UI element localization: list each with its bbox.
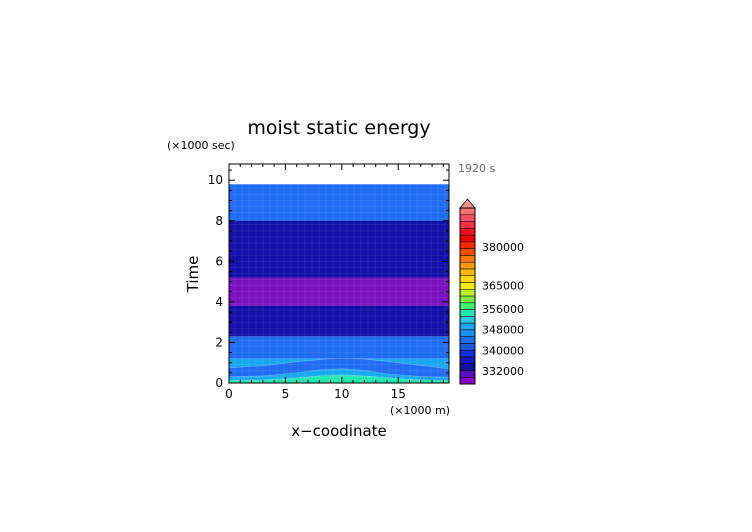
plot-frame bbox=[228, 163, 450, 384]
contour-band-4 bbox=[229, 336, 449, 359]
y-axis: 0 2 4 6 8 10 bbox=[208, 169, 449, 390]
colorbar-level-21 bbox=[459, 234, 476, 243]
y-tick-label: 0 bbox=[215, 376, 223, 390]
contour-band-0 bbox=[229, 184, 449, 221]
colorbar-level-9 bbox=[459, 316, 476, 324]
colorbar-level-25 bbox=[459, 207, 476, 216]
colorbar-level-24 bbox=[459, 214, 476, 222]
colorbar-label: 332000 bbox=[482, 365, 524, 378]
colorbar-level-15 bbox=[459, 275, 476, 283]
x-tick-label: 10 bbox=[334, 387, 349, 401]
colorbar-label: 356000 bbox=[482, 303, 524, 316]
x-axis-label: x−coodinate bbox=[291, 422, 387, 440]
colorbar-level-4 bbox=[459, 349, 476, 358]
colorbar-level-2 bbox=[459, 363, 476, 371]
y-tick-label: 6 bbox=[215, 254, 223, 268]
contour-band-3 bbox=[229, 305, 449, 337]
colorbar-level-19 bbox=[459, 248, 476, 256]
colorbar-frame bbox=[459, 207, 476, 385]
x-tick-label: 5 bbox=[282, 387, 290, 401]
colorbar-level-3 bbox=[459, 356, 476, 364]
y-tick-label: 2 bbox=[215, 335, 223, 349]
time-stamp-label: 1920 s bbox=[458, 162, 495, 175]
contour-fill-layer bbox=[229, 184, 449, 383]
colorbar-level-12 bbox=[459, 295, 476, 304]
colorbar-level-13 bbox=[459, 288, 476, 297]
colorbar-label: 348000 bbox=[482, 324, 524, 337]
colorbar-level-22 bbox=[459, 228, 476, 236]
y-tick-label: 10 bbox=[208, 173, 223, 187]
colorbar-level-8 bbox=[459, 322, 476, 331]
colorbar-level-7 bbox=[459, 329, 476, 337]
contour-region-2 bbox=[229, 374, 449, 383]
colorbar-label: 380000 bbox=[482, 241, 524, 254]
colorbar-level-0 bbox=[459, 376, 476, 385]
contour-band-1 bbox=[229, 220, 449, 278]
colorbar-level-18 bbox=[459, 255, 476, 263]
y-unit-label: (×1000 sec) bbox=[167, 139, 235, 152]
contour-region-layer bbox=[229, 357, 449, 383]
colorbar-level-6 bbox=[459, 336, 476, 344]
colorbar-level-16 bbox=[459, 268, 476, 276]
y-tick-label: 8 bbox=[215, 214, 223, 228]
contour-grid-lines bbox=[229, 184, 449, 383]
x-tick-label: 0 bbox=[225, 387, 233, 401]
colorbar-level-10 bbox=[459, 309, 476, 317]
x-tick-label: 15 bbox=[391, 387, 406, 401]
colorbar-level-20 bbox=[459, 241, 476, 249]
colorbar-label: 340000 bbox=[482, 344, 524, 357]
colorbar-level-17 bbox=[459, 261, 476, 270]
colorbar-overflow-triangle bbox=[459, 198, 476, 209]
x-unit-label: (×1000 m) bbox=[390, 404, 450, 417]
colorbar-label: 365000 bbox=[482, 280, 524, 293]
colorbar-level-1 bbox=[459, 370, 476, 378]
colorbar-level-23 bbox=[459, 221, 476, 229]
colorbar-level-14 bbox=[459, 282, 476, 290]
y-tick-label: 4 bbox=[215, 295, 223, 309]
colorbar-level-5 bbox=[459, 343, 476, 351]
x-axis: 0 5 10 15 bbox=[225, 164, 444, 401]
y-axis-label: Time bbox=[184, 256, 202, 294]
chart-title: moist static energy bbox=[247, 117, 430, 139]
colorbar-level-11 bbox=[459, 302, 476, 310]
colorbar: 380000 365000 356000 348000 340000 332000 bbox=[459, 198, 524, 385]
contour-band-2 bbox=[229, 277, 449, 306]
